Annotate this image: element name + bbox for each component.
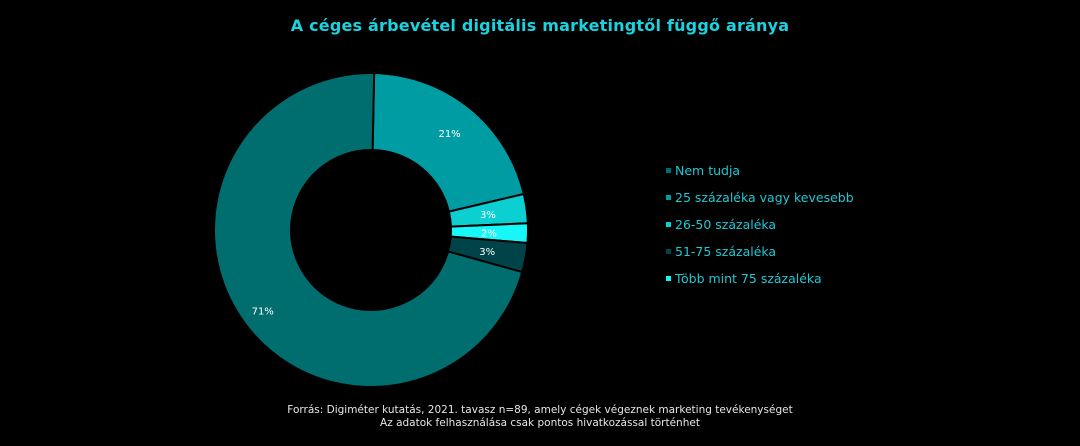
source-footer: Forrás: Digiméter kutatás, 2021. tavasz … — [0, 404, 1080, 430]
slice-data-label: 3% — [479, 247, 495, 258]
legend-swatch — [666, 249, 671, 254]
legend-swatch — [666, 195, 671, 200]
legend-swatch — [666, 222, 671, 227]
legend-item-more-than-75: Több mint 75 százaléka — [666, 265, 854, 292]
footer-source-line: Forrás: Digiméter kutatás, 2021. tavasz … — [287, 404, 793, 416]
legend-item-51-75: 51-75 százaléka — [666, 238, 854, 265]
legend-swatch — [666, 276, 671, 281]
slice-data-label: 71% — [252, 307, 274, 318]
chart-title: A céges árbevétel digitális marketingtől… — [290, 16, 790, 35]
legend-item-25-or-less: 25 százaléka vagy kevesebb — [666, 184, 854, 211]
slice-data-label: 3% — [480, 210, 496, 221]
legend-label: 51-75 százaléka — [675, 244, 777, 259]
legend-label: 26-50 százaléka — [675, 217, 777, 232]
legend-swatch — [666, 168, 671, 173]
legend-label: Nem tudja — [675, 163, 741, 178]
legend-item-nem-tudja: Nem tudja — [666, 157, 854, 184]
legend-item-26-50: 26-50 százaléka — [666, 211, 854, 238]
legend-label: Több mint 75 százaléka — [675, 271, 822, 286]
slice-data-label: 21% — [438, 129, 460, 140]
slice-data-label: 2% — [481, 228, 497, 239]
footer-usage-line: Az adatok felhasználása csak pontos hiva… — [380, 417, 700, 429]
pie-slice — [371, 72, 526, 213]
legend-label: 25 százaléka vagy kevesebb — [675, 190, 854, 205]
pie-slice — [213, 72, 524, 388]
chart-legend: Nem tudja 25 százaléka vagy kevesebb 26-… — [666, 157, 854, 292]
